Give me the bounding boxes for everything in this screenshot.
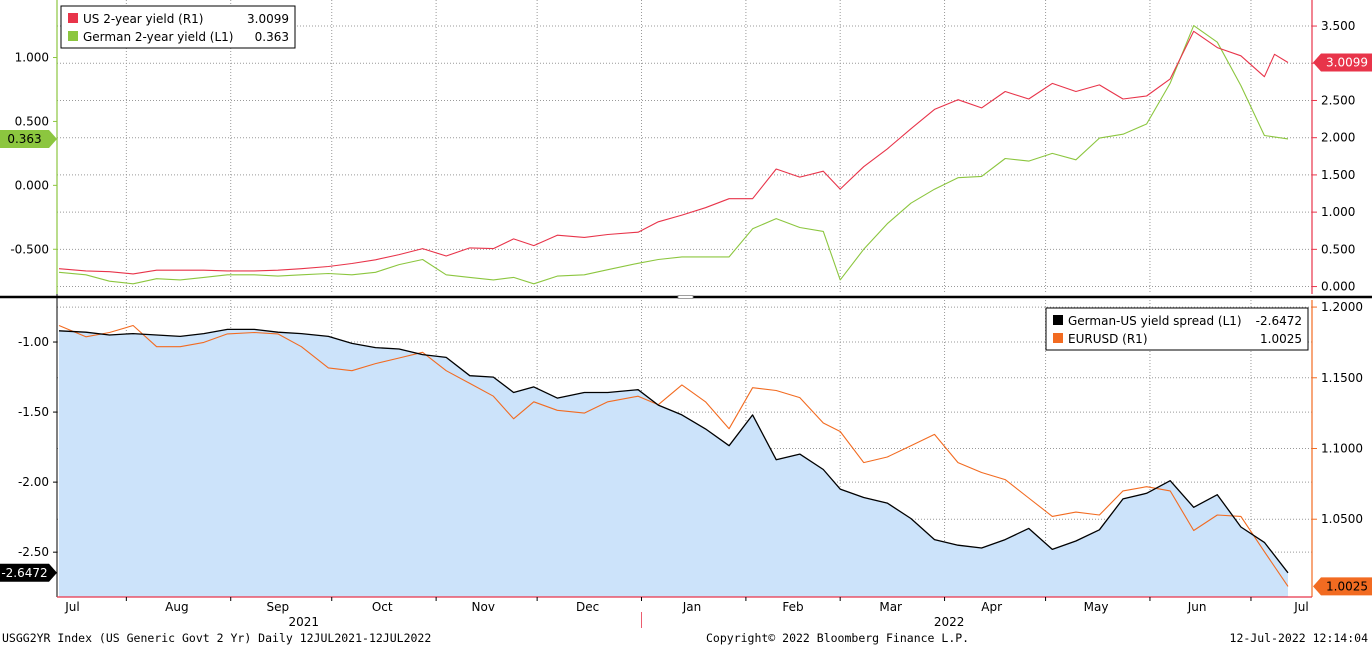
value-tag-text: 3.0099 (1326, 56, 1368, 70)
top-right-tick-label: 0.000 (1321, 280, 1355, 294)
legend-swatch (1053, 333, 1063, 343)
x-month-label: Oct (372, 600, 393, 614)
top-right-tick-label: 1.000 (1321, 205, 1355, 219)
top-right-tick-label: 0.500 (1321, 242, 1355, 256)
legend-label: US 2-year yield (R1) (83, 12, 203, 26)
top-legend: US 2-year yield (R1) 3.0099 German 2-year … (60, 5, 296, 49)
footer-copyright: Copyright© 2022 Bloomberg Finance L.P. (706, 631, 970, 645)
us-2y-line (58, 30, 1289, 275)
eurusd-line (58, 324, 1289, 587)
footer: USGG2YR Index (US Generic Govt 2 Yr) Dai… (0, 629, 1372, 648)
top-right-tick-label: 2.500 (1321, 93, 1355, 107)
german-2y-last-value-tag: 0.363 (0, 129, 57, 148)
value-tag-shape (1313, 53, 1372, 72)
x-month-label: Jul (64, 600, 79, 614)
top-left-tick-label: 1.000 (15, 51, 49, 65)
legend-swatch (68, 31, 78, 41)
footer-timestamp: 12-Jul-2022 12:14:04 (1229, 631, 1368, 645)
bottom-right-tick-label: 1.2000 (1321, 300, 1363, 314)
footer-ticker-info: USGG2YR Index (US Generic Govt 2 Yr) Dai… (2, 631, 432, 645)
value-tag-shape (1313, 577, 1372, 596)
top-right-tick-label: 2.000 (1321, 131, 1355, 145)
spread-line (58, 328, 1289, 574)
bottom-left-tick-label: -2.00 (18, 475, 49, 489)
value-tag-text: 1.0025 (1326, 579, 1368, 593)
panel-resize-grip (677, 295, 694, 299)
legend-value: -2.6472 (1256, 314, 1302, 328)
top-right-tick-label: 1.500 (1321, 168, 1355, 182)
value-tag-shape (0, 563, 57, 582)
x-month-label: May (1084, 600, 1109, 614)
x-month-label: Sep (267, 600, 290, 614)
spread-area-fill (59, 329, 1288, 597)
x-month-label: Nov (472, 600, 495, 614)
legend-swatch (68, 13, 78, 23)
x-month-label: Jun (1187, 600, 1207, 614)
value-tag-text: 0.363 (7, 132, 41, 146)
legend-label: German 2-year yield (L1) (83, 30, 233, 44)
value-tag-shape (0, 129, 57, 148)
x-month-label: Feb (782, 600, 803, 614)
x-month-label: Apr (981, 600, 1002, 614)
bottom-right-tick-label: 1.0500 (1321, 512, 1363, 526)
x-month-label: Jul (1293, 600, 1308, 614)
bottom-left-tick-label: -2.50 (18, 545, 49, 559)
legend-box (60, 5, 296, 49)
legend-value: 0.363 (255, 30, 289, 44)
top-left-tick-label: 0.000 (15, 178, 49, 192)
eurusd-last-value-tag: 1.0025 (1313, 577, 1372, 596)
legend-box (1045, 307, 1309, 351)
x-month-label: Dec (576, 600, 599, 614)
x-year-label: 2022 (934, 615, 965, 629)
legend-value: 1.0025 (1260, 332, 1302, 346)
x-month-label: Aug (165, 600, 188, 614)
us-2y-last-value-tag: 3.0099 (1313, 53, 1372, 72)
top-left-tick-label: -0.500 (10, 242, 49, 256)
bottom-right-tick-label: 1.1500 (1321, 371, 1363, 385)
german-2y-line (58, 25, 1289, 285)
top-right-tick-label: 3.500 (1321, 19, 1355, 33)
spread-last-value-tag: -2.6472 (0, 563, 57, 582)
x-month-label: Mar (879, 600, 902, 614)
legend-label: EURUSD (R1) (1068, 332, 1148, 346)
top-panel (57, 0, 1312, 294)
value-tag-text: -2.6472 (1, 566, 47, 580)
x-year-label: 2021 (288, 615, 319, 629)
x-month-label: Jan (682, 600, 702, 614)
bottom-legend: German-US yield spread (L1) -2.6472 EURUSD… (1045, 307, 1309, 351)
bottom-left-tick-label: -1.00 (18, 335, 49, 349)
legend-swatch (1053, 315, 1063, 325)
top-left-tick-label: 0.500 (15, 114, 49, 128)
bottom-left-tick-label: -1.50 (18, 405, 49, 419)
legend-label: German-US yield spread (L1) (1068, 314, 1242, 328)
legend-value: 3.0099 (247, 12, 289, 26)
bottom-right-tick-label: 1.1000 (1321, 442, 1363, 456)
